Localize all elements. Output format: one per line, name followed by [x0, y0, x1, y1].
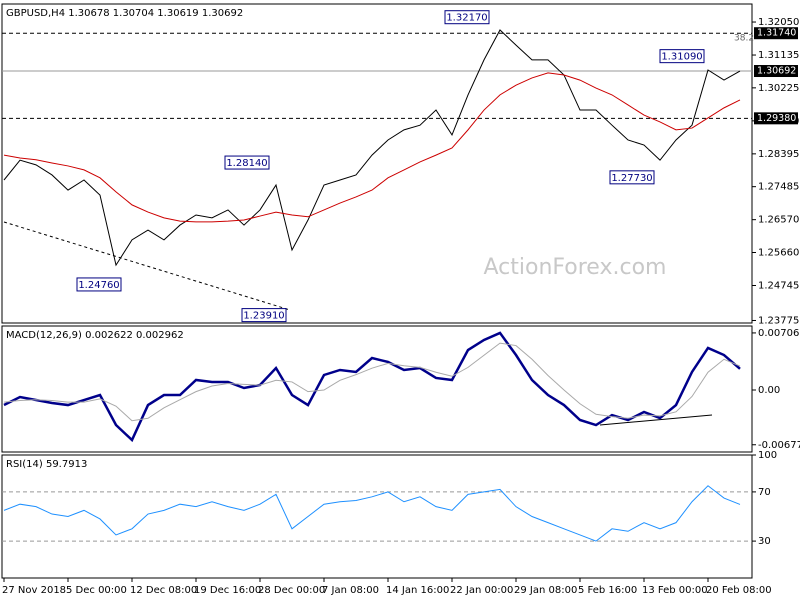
y-tick-label: -0.006774 — [758, 440, 800, 451]
y-tick-label: 1.26570 — [758, 215, 799, 226]
y-tick-label: 1.27485 — [758, 182, 799, 193]
level-box — [754, 112, 798, 125]
x-tick-label: 7 Jan 08:00 — [322, 585, 379, 596]
price-annotation-box — [76, 277, 122, 292]
y-tick-label: 100 — [758, 450, 777, 461]
x-tick-label: 20 Feb 08:00 — [706, 585, 772, 596]
price-annotation: 1.24760 — [78, 280, 119, 291]
y-tick-label: 1.31135 — [758, 50, 799, 61]
price-annotation: 1.28140 — [226, 158, 267, 169]
y-tick-label: 1.28395 — [758, 149, 799, 160]
y-tick-label: 1.30225 — [758, 83, 799, 94]
macd-panel — [1, 325, 753, 453]
price-annotation: 1.32170 — [446, 13, 487, 24]
level-box — [754, 27, 798, 40]
price-annotation-box — [659, 49, 705, 64]
y-tick-label: 1.24745 — [758, 280, 799, 291]
price-annotation-box — [241, 308, 287, 323]
y-tick-label: 1.23775 — [758, 315, 799, 326]
x-tick-label: 5 Dec 00:00 — [66, 585, 127, 596]
trend-line — [599, 414, 713, 426]
y-tick-label: 1.25660 — [758, 247, 799, 258]
panel-title: GBPUSD,H4 1.30678 1.30704 1.30619 1.3069… — [6, 8, 243, 19]
series-line — [3, 342, 741, 422]
price-annotation-box — [224, 155, 270, 170]
y-tick-label: 0.007063 — [758, 328, 800, 339]
level-label: 1.30692 — [757, 66, 796, 77]
level-label: 1.29380 — [757, 113, 796, 124]
rsi-panel — [1, 454, 753, 579]
x-tick-label: 5 Feb 16:00 — [578, 585, 637, 596]
watermark: ActionForex.com — [484, 255, 667, 280]
x-tick-label: 29 Jan 08:00 — [514, 585, 577, 596]
level-box — [754, 65, 798, 78]
x-tick-label: 22 Jan 00:00 — [450, 585, 513, 596]
price-annotation-box — [609, 170, 655, 185]
y-tick-label: 0.00 — [758, 385, 780, 396]
series-line — [3, 331, 741, 443]
y-tick-label: 70 — [758, 487, 771, 498]
x-tick-label: 12 Dec 08:00 — [130, 585, 197, 596]
panel-title: RSI(14) 59.7913 — [6, 459, 87, 470]
y-tick-label: 1.32050 — [758, 17, 799, 28]
series-line — [3, 29, 741, 267]
price-annotation-box — [444, 10, 490, 25]
level-note: 38.2 — [734, 34, 754, 44]
x-tick-label: 14 Jan 16:00 — [386, 585, 449, 596]
price-annotation: 1.23910 — [243, 311, 284, 322]
trend-line — [3, 221, 291, 311]
price-annotation: 1.27730 — [611, 173, 652, 184]
x-tick-label: 28 Dec 00:00 — [258, 585, 325, 596]
x-tick-label: 13 Feb 00:00 — [642, 585, 708, 596]
level-label: 1.31740 — [757, 28, 796, 39]
x-tick-label: 27 Nov 2018 — [2, 585, 66, 596]
panel-title: MACD(12,26,9) 0.002622 0.002962 — [6, 330, 184, 341]
x-tick-label: 19 Dec 16:00 — [194, 585, 261, 596]
series-line — [3, 485, 741, 542]
y-tick-label: 30 — [758, 536, 771, 547]
price-annotation: 1.31090 — [661, 52, 702, 63]
price-panel — [1, 3, 753, 324]
series-line — [3, 72, 741, 223]
